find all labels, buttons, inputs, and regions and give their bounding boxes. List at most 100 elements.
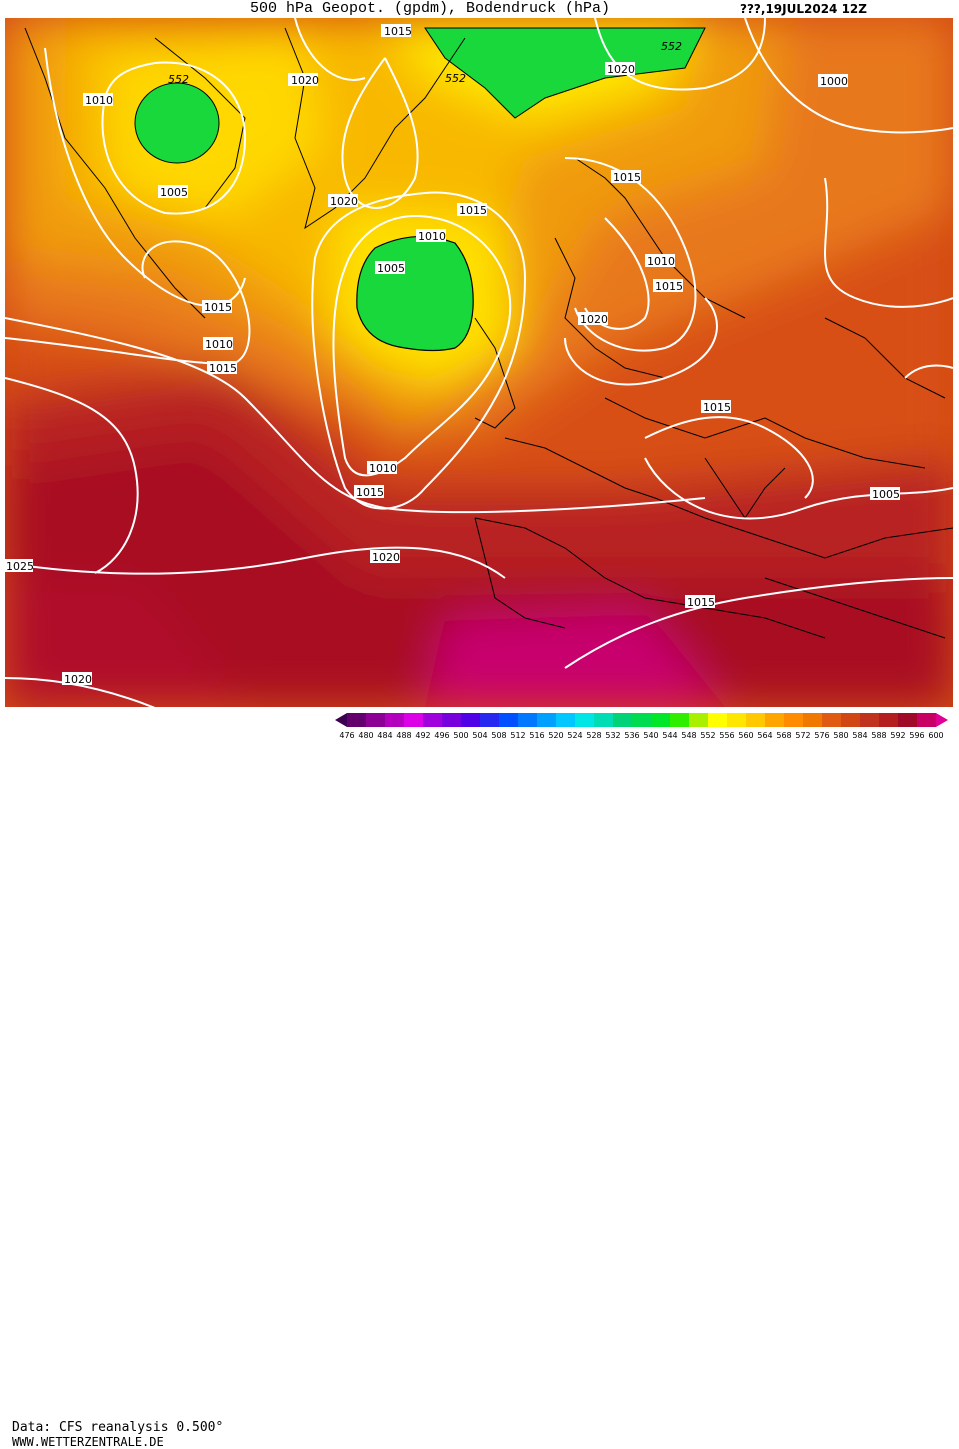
legend-swatch: [917, 713, 936, 727]
isobar-label: 1010: [647, 255, 675, 268]
isobar-label: 1020: [330, 195, 358, 208]
website-credit: WWW.WETTERZENTRALE.DE: [12, 1435, 164, 1449]
legend-tick-label: 584: [852, 731, 868, 740]
legend-swatch: [670, 713, 689, 727]
legend-arrow-left: [335, 713, 347, 727]
legend-tick-label: 524: [567, 731, 583, 740]
legend-swatch: [347, 713, 366, 727]
legend-swatch: [366, 713, 385, 727]
legend-swatch: [898, 713, 917, 727]
legend-swatch: [594, 713, 613, 727]
legend-tick-label: 572: [795, 731, 811, 740]
legend-tick-label: 556: [719, 731, 735, 740]
isobar-label: 1020: [64, 673, 92, 686]
legend-swatch: [803, 713, 822, 727]
isobar-label: 1020: [291, 74, 319, 87]
legend-swatch: [404, 713, 423, 727]
isobar-label: 1015: [204, 301, 232, 314]
legend-tick-label: 564: [757, 731, 773, 740]
legend-swatch: [860, 713, 879, 727]
legend-tick-label: 596: [909, 731, 925, 740]
isobar-label: 1015: [209, 362, 237, 375]
legend-swatch: [727, 713, 746, 727]
legend-tick-label: 496: [434, 731, 450, 740]
legend-tick-label: 592: [890, 731, 906, 740]
legend-swatch: [613, 713, 632, 727]
legend-tick-label: 528: [586, 731, 602, 740]
isobar-label: 1010: [85, 94, 113, 107]
legend-tick-label: 508: [491, 731, 507, 740]
legend-swatch: [461, 713, 480, 727]
isobar-label: 1010: [418, 230, 446, 243]
legend-swatch: [632, 713, 651, 727]
legend-tick-label: 484: [377, 731, 393, 740]
isobar-label: 1010: [369, 462, 397, 475]
legend-tick-label: 576: [814, 731, 830, 740]
legend-swatch: [822, 713, 841, 727]
legend-swatch: [556, 713, 575, 727]
isobar-label: 1005: [872, 488, 900, 501]
geopotential-label: 552: [661, 40, 682, 53]
legend-tick-label: 552: [700, 731, 716, 740]
legend-swatch: [708, 713, 727, 727]
legend-tick-label: 480: [358, 731, 374, 740]
legend-tick-label: 540: [643, 731, 659, 740]
map-date: ???,19JUL2024 12Z: [740, 2, 867, 16]
legend-swatch: [765, 713, 784, 727]
isobar-label: 1005: [377, 262, 405, 275]
legend-tick-label: 580: [833, 731, 849, 740]
legend-tick-label: 488: [396, 731, 412, 740]
legend-tick-label: 516: [529, 731, 545, 740]
isobar-label: 1020: [372, 551, 400, 564]
geopotential-label: 552: [445, 72, 466, 85]
legend-tick-label: 504: [472, 731, 488, 740]
legend-swatch: [879, 713, 898, 727]
weather-map: 1015 1020 1010 1005 1020 1015 1010 1005 …: [5, 18, 953, 707]
isobar-label: 1015: [655, 280, 683, 293]
data-source: Data: CFS reanalysis 0.500°: [12, 1420, 224, 1435]
legend-swatch: [651, 713, 670, 727]
geopotential-labels: 552 552 552: [168, 40, 682, 86]
legend-tick-label: 560: [738, 731, 754, 740]
isobar-label: 1015: [703, 401, 731, 414]
legend-swatch: [841, 713, 860, 727]
coastlines: [24, 27, 953, 639]
map-title: 500 hPa Geopot. (gpdm), Bodendruck (hPa): [250, 0, 611, 17]
legend-swatch: [423, 713, 442, 727]
legend-swatch: [499, 713, 518, 727]
legend-swatch: [442, 713, 461, 727]
legend-tick-label: 520: [548, 731, 564, 740]
legend-tick-label: 588: [871, 731, 887, 740]
isobar-label: 1025: [6, 560, 34, 573]
low-core-northwest: [134, 82, 220, 164]
map-canvas: 1015 1020 1010 1005 1020 1015 1010 1005 …: [5, 18, 953, 707]
isobar-label: 1015: [356, 486, 384, 499]
legend-tick-label: 512: [510, 731, 526, 740]
legend-swatch: [689, 713, 708, 727]
legend-swatch: [746, 713, 765, 727]
low-core-north: [424, 27, 706, 119]
legend-swatch: [575, 713, 594, 727]
isobar-labels: 1015 1020 1010 1005 1020 1015 1010 1005 …: [5, 24, 900, 686]
legend-swatch: [385, 713, 404, 727]
legend-tick-label: 532: [605, 731, 621, 740]
legend-tick-label: 568: [776, 731, 792, 740]
legend-tick-label: 500: [453, 731, 469, 740]
legend-tick-label: 536: [624, 731, 640, 740]
legend-tick-label: 476: [339, 731, 355, 740]
legend-swatch: [480, 713, 499, 727]
isobar-label: 1015: [384, 25, 412, 38]
legend-swatch: [784, 713, 803, 727]
legend-tick-label: 548: [681, 731, 697, 740]
legend-tick-label: 600: [928, 731, 944, 740]
legend-arrow-right: [936, 713, 948, 727]
isobar-label: 1015: [687, 596, 715, 609]
legend-tick-label: 492: [415, 731, 431, 740]
isobar-label: 1015: [613, 171, 641, 184]
isobar-label: 1000: [820, 75, 848, 88]
legend-swatch: [537, 713, 556, 727]
geopotential-label: 552: [168, 73, 189, 86]
low-core-atlantic: [356, 236, 474, 352]
isobar-label: 1010: [205, 338, 233, 351]
isobar-label: 1020: [580, 313, 608, 326]
